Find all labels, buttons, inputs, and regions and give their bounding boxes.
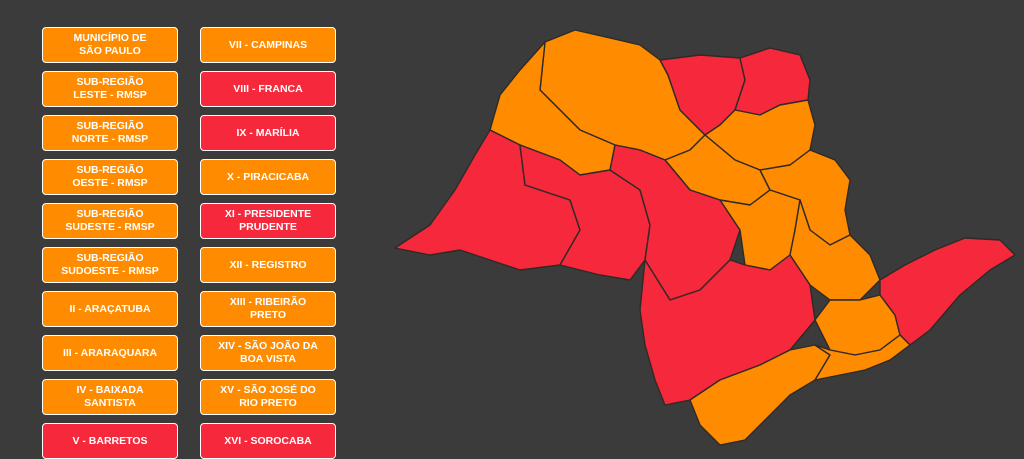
region-button[interactable]: XII - REGISTRO	[200, 247, 336, 283]
region-sao-jose-dos-campos[interactable]	[879, 237, 1016, 346]
region-button[interactable]: XIV - SÃO JOÃO DA BOA VISTA	[200, 335, 336, 371]
region-button[interactable]: IX - MARÍLIA	[200, 115, 336, 151]
region-button[interactable]: IV - BAIXADA SANTISTA	[42, 379, 178, 415]
region-button[interactable]: SUB-REGIÃO SUDESTE - RMSP	[42, 203, 178, 239]
region-button[interactable]: SUB-REGIÃO LESTE - RMSP	[42, 71, 178, 107]
region-legend: MUNICÍPIO DE SÃO PAULO VII - CAMPINAS SUB-…	[42, 27, 336, 459]
region-button[interactable]: V - BARRETOS	[42, 423, 178, 459]
region-bauru[interactable]	[609, 144, 741, 301]
region-button[interactable]: XI - PRESIDENTE PRUDENTE	[200, 203, 336, 239]
region-sorocaba[interactable]	[639, 254, 816, 406]
region-marilia[interactable]	[519, 144, 651, 281]
region-button[interactable]: II - ARAÇATUBA	[42, 291, 178, 327]
region-button[interactable]: VIII - FRANCA	[200, 71, 336, 107]
region-baixada-santista[interactable]	[814, 334, 911, 381]
region-button[interactable]: III - ARARAQUARA	[42, 335, 178, 371]
region-button[interactable]: SUB-REGIÃO SUDOESTE - RMSP	[42, 247, 178, 283]
sao-paulo-state-map	[394, 29, 1016, 446]
region-button[interactable]: X - PIRACICABA	[200, 159, 336, 195]
region-button[interactable]: XV - SÃO JOSÉ DO RIO PRETO	[200, 379, 336, 415]
region-button[interactable]: MUNICÍPIO DE SÃO PAULO	[42, 27, 178, 63]
region-button[interactable]: XVI - SOROCABA	[200, 423, 336, 459]
region-button[interactable]: XIII - RIBEIRÃO PRETO	[200, 291, 336, 327]
region-button[interactable]: SUB-REGIÃO NORTE - RMSP	[42, 115, 178, 151]
region-button[interactable]: SUB-REGIÃO OESTE - RMSP	[42, 159, 178, 195]
region-button[interactable]: VII - CAMPINAS	[200, 27, 336, 63]
region-campinas[interactable]	[789, 199, 881, 301]
